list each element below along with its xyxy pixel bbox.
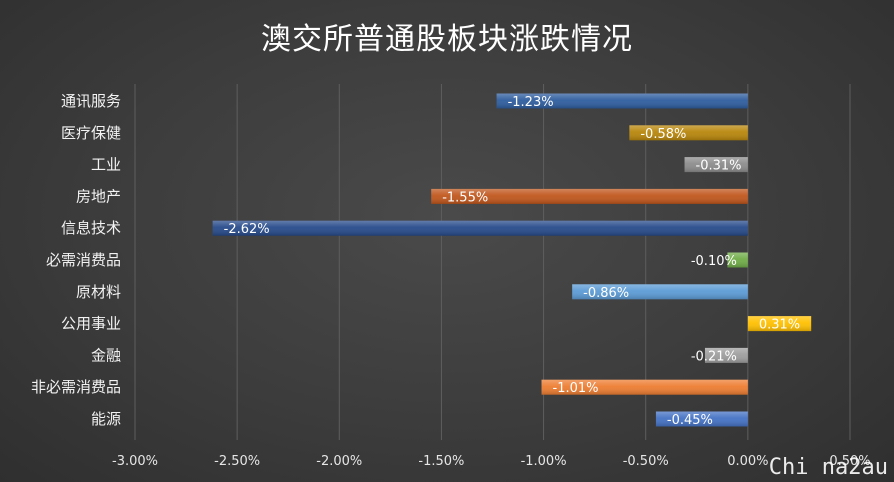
x-tick-label: -3.00% bbox=[112, 454, 158, 469]
category-label: 信息技术 bbox=[61, 219, 121, 237]
data-label: -0.31% bbox=[696, 159, 742, 174]
category-label: 非必需消费品 bbox=[31, 378, 121, 396]
bar-highlight bbox=[727, 252, 748, 268]
category-label: 通讯服务 bbox=[61, 92, 121, 110]
bar-highlight bbox=[572, 284, 748, 300]
data-label: -0.58% bbox=[640, 127, 686, 142]
category-label: 能源 bbox=[91, 410, 121, 428]
chart-title: 澳交所普通股板块涨跌情况 bbox=[261, 22, 633, 57]
watermark-text: Chi na2au bbox=[768, 455, 888, 480]
data-label: -0.21% bbox=[691, 349, 737, 364]
data-label: -0.86% bbox=[583, 286, 629, 301]
category-label: 金融 bbox=[91, 346, 121, 364]
category-label: 公用事业 bbox=[61, 315, 121, 333]
x-tick-label: -2.00% bbox=[316, 454, 362, 469]
bar-highlight bbox=[684, 157, 748, 173]
data-label: -2.62% bbox=[224, 222, 270, 237]
bar-highlight bbox=[541, 379, 748, 395]
x-tick-label: 0.00% bbox=[727, 454, 768, 469]
x-tick-label: -1.00% bbox=[521, 454, 567, 469]
category-label: 原材料 bbox=[76, 283, 121, 301]
bar-highlight bbox=[629, 125, 748, 141]
bar-highlight bbox=[212, 220, 748, 236]
x-tick-label: -2.50% bbox=[214, 454, 260, 469]
bar-highlight bbox=[704, 347, 748, 363]
category-label: 房地产 bbox=[76, 187, 121, 205]
data-label: -0.10% bbox=[691, 254, 737, 269]
data-label: -0.45% bbox=[667, 413, 713, 428]
bar-highlight bbox=[747, 316, 812, 332]
data-label: 0.31% bbox=[759, 318, 800, 333]
x-tick-label: -0.50% bbox=[623, 454, 669, 469]
x-tick-label: 0.50% bbox=[829, 454, 870, 469]
data-label: -1.01% bbox=[553, 381, 599, 396]
category-label: 工业 bbox=[91, 156, 121, 174]
data-label: -1.23% bbox=[508, 95, 554, 110]
x-tick-label: -1.50% bbox=[418, 454, 464, 469]
bar-highlight bbox=[496, 93, 748, 109]
data-label: -1.55% bbox=[442, 190, 488, 205]
category-label: 医疗保健 bbox=[61, 124, 121, 142]
category-label: 必需消费品 bbox=[46, 251, 121, 269]
bar-highlight bbox=[431, 188, 748, 204]
bar-highlight bbox=[655, 411, 748, 427]
